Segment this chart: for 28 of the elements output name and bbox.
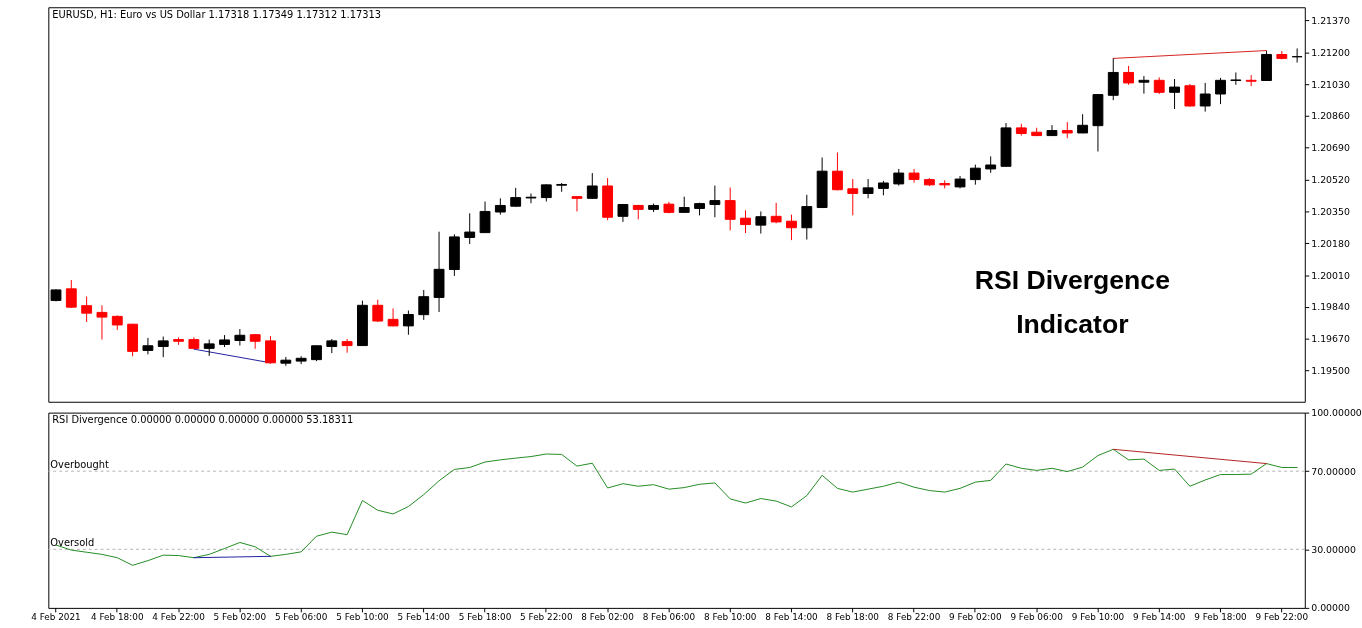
- x-tick-label: 9 Feb 22:00: [1255, 612, 1309, 623]
- x-tick-label: 4 Feb 2021: [31, 612, 81, 623]
- x-tick-label: 8 Feb 18:00: [826, 612, 880, 623]
- x-tick-label: 9 Feb 06:00: [1010, 612, 1064, 623]
- y-tick-label: 0.00000: [1311, 602, 1350, 614]
- x-tick-label: 8 Feb 22:00: [887, 612, 941, 623]
- x-tick-label: 5 Feb 14:00: [397, 612, 451, 623]
- chart-title: RSI Divergence 0.00000 0.00000 0.00000 0.00000 53.18311: [52, 414, 354, 426]
- x-tick-label: 8 Feb 10:00: [703, 612, 757, 623]
- x-tick-label: 8 Feb 02:00: [581, 612, 635, 623]
- x-tick-label: 5 Feb 10:00: [336, 612, 390, 623]
- x-tick-label: 4 Feb 18:00: [91, 612, 144, 623]
- x-tick-label: 5 Feb 18:00: [458, 612, 512, 623]
- y-tick-label: 100.00000: [1311, 407, 1362, 419]
- x-tick-label: 4 Feb 22:00: [152, 612, 206, 623]
- x-tick-label: 8 Feb 06:00: [642, 612, 696, 623]
- ref-line-label: Overbought: [50, 459, 110, 471]
- x-tick-label: 9 Feb 14:00: [1132, 612, 1186, 623]
- y-tick-label: 30.00000: [1311, 543, 1356, 555]
- x-tick-label: 8 Feb 14:00: [765, 612, 819, 623]
- x-tick-label: 9 Feb 02:00: [949, 612, 1002, 623]
- x-tick-label: 5 Feb 06:00: [274, 612, 328, 623]
- x-tick-label: 5 Feb 02:00: [213, 612, 267, 623]
- x-tick-label: 5 Feb 22:00: [520, 612, 573, 623]
- y-tick-label: 70.00000: [1311, 465, 1356, 477]
- x-tick-label: 9 Feb 10:00: [1071, 612, 1125, 623]
- x-tick-label: 9 Feb 18:00: [1194, 612, 1248, 623]
- ref-line-label: Oversold: [50, 537, 95, 549]
